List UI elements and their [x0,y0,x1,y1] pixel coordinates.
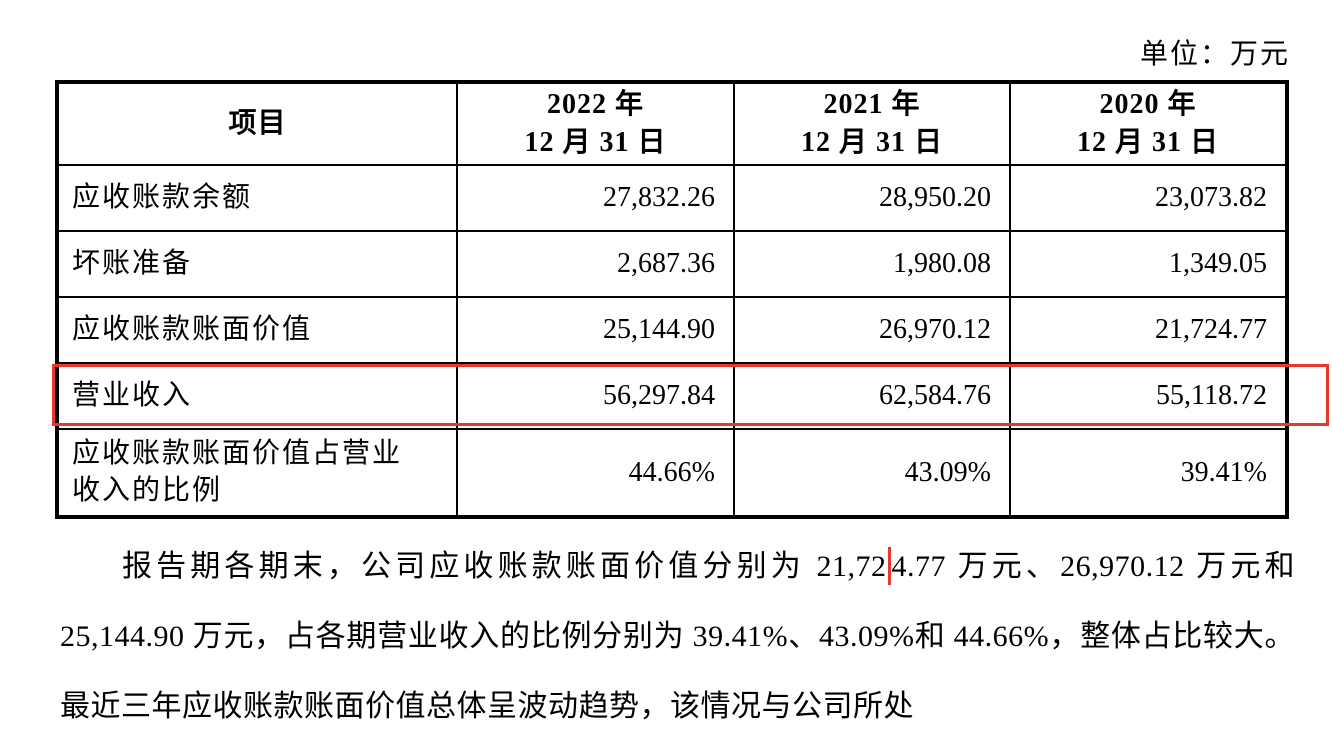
cell-value-2021: 26,970.12 [733,296,1011,364]
row-label: 应收账款账面价值 [56,296,458,364]
body-paragraph: 报告期各期末，公司应收账款账面价值分别为 21,72 4.77 万元、26,970… [60,532,1295,742]
row-label: 营业收入 [56,362,458,430]
column-header-2022: 2022 年 12 月 31 日 [456,81,735,166]
cell-value-2021: 1,980.08 [733,230,1011,298]
column-header-2021: 2021 年 12 月 31 日 [733,81,1011,166]
cell-value-2020: 23,073.82 [1009,164,1288,232]
red-line-marker [887,547,891,586]
table-container: 项目 2022 年 12 月 31 日 2021 年 12 月 31 日 202… [52,80,1329,519]
paragraph-text-after-marker: 4.77 万元、26,970.12 万元和 25,144.90 万元，占各期营业… [60,550,1295,723]
row-label: 应收账款余额 [56,164,458,232]
cell-value-2021: 62,584.76 [733,362,1011,430]
cell-value-2022: 56,297.84 [456,362,735,430]
cell-value-2020: 55,118.72 [1009,362,1288,430]
table-row-ratio: 应收账款账面价值占营业 收入的比例 44.66% 43.09% 39.41% [56,428,1288,518]
cell-value-2020: 39.41% [1009,428,1288,518]
cell-value-2020: 21,724.77 [1009,296,1288,364]
cell-value-2021: 28,950.20 [733,164,1011,232]
cell-value-2020: 1,349.05 [1009,230,1288,298]
row-label: 坏账准备 [56,230,458,298]
cell-value-2021: 43.09% [733,428,1011,518]
receivables-table: 项目 2022 年 12 月 31 日 2021 年 12 月 31 日 202… [55,80,1289,519]
cell-value-2022: 44.66% [456,428,735,518]
table-header-row: 项目 2022 年 12 月 31 日 2021 年 12 月 31 日 202… [56,81,1288,166]
column-header-item: 项目 [56,81,458,166]
table-row-bad-debt-provision: 坏账准备 2,687.36 1,980.08 1,349.05 [56,230,1288,298]
paragraph-text-before-marker: 报告期各期末，公司应收账款账面价值分别为 21,72 [122,550,887,583]
table-row-receivables-balance: 应收账款余额 27,832.26 28,950.20 23,073.82 [56,164,1288,232]
unit-label: 单位：万元 [1139,39,1290,70]
row-label: 应收账款账面价值占营业 收入的比例 [56,428,458,518]
cell-value-2022: 2,687.36 [456,230,735,298]
table-row-operating-revenue: 营业收入 56,297.84 62,584.76 55,118.72 [56,362,1288,430]
cell-value-2022: 27,832.26 [456,164,735,232]
cell-value-2022: 25,144.90 [456,296,735,364]
table-row-receivables-book-value: 应收账款账面价值 25,144.90 26,970.12 21,724.77 [56,296,1288,364]
column-header-2020: 2020 年 12 月 31 日 [1009,81,1288,166]
